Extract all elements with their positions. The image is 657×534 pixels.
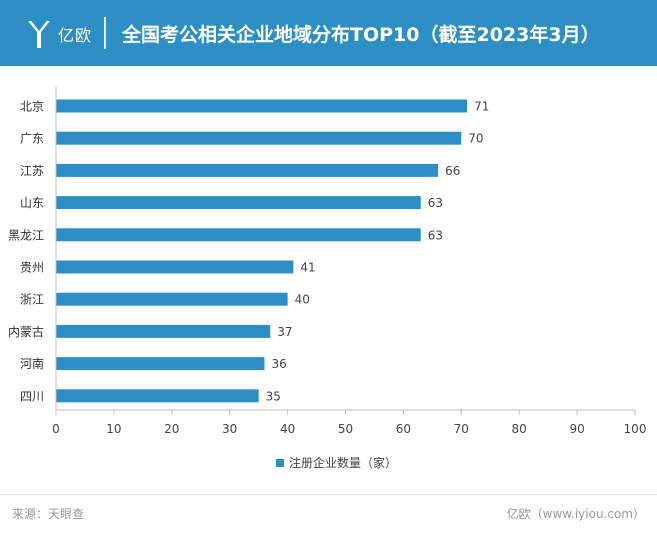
data-label: 71	[474, 100, 489, 114]
bar	[56, 292, 288, 306]
x-tick-label: 20	[164, 422, 179, 436]
data-label: 36	[271, 357, 286, 371]
category-label: 山东	[20, 196, 44, 210]
bar	[56, 260, 294, 274]
brand-logo[interactable]: 亿欧	[26, 17, 92, 51]
data-label: 70	[468, 132, 483, 146]
category-label: 河南	[20, 356, 44, 371]
site-credit: 亿欧（www.iyiou.com）	[506, 507, 645, 521]
bar	[56, 324, 271, 338]
x-tick-label: 80	[512, 422, 527, 436]
brand-name: 亿欧	[58, 26, 93, 45]
data-label: 66	[445, 164, 460, 178]
bars	[56, 99, 468, 403]
footer-divider	[0, 494, 657, 495]
x-axis: 0 10 20 30 40 50 60 70 80 90 100	[52, 86, 646, 436]
x-tick-label: 60	[396, 422, 411, 436]
data-label: 40	[295, 293, 310, 307]
x-tick-label: 50	[338, 422, 353, 436]
legend-swatch	[276, 459, 284, 467]
data-label: 63	[428, 196, 443, 210]
bar	[56, 163, 439, 177]
page-title: 全国考公相关企业地域分布TOP10（截至2023年3月）	[122, 24, 600, 46]
data-label: 63	[428, 228, 443, 242]
category-label: 广东	[20, 132, 44, 146]
data-label: 35	[266, 389, 281, 403]
bar	[56, 357, 265, 371]
bar	[56, 389, 259, 403]
x-tick-label: 40	[280, 422, 295, 436]
data-labels: 71 70 66 63 63 41 40 37 36 35	[266, 100, 490, 404]
x-tick-label: 70	[454, 422, 469, 436]
header-banner: 亿欧 全国考公相关企业地域分布TOP10（截至2023年3月）	[0, 0, 657, 66]
legend-label: 注册企业数量（家）	[289, 455, 397, 470]
legend: 注册企业数量（家）	[276, 455, 397, 470]
bar	[56, 196, 421, 210]
yiou-logo-icon	[28, 20, 50, 48]
bar	[56, 228, 421, 242]
x-tick-label: 90	[569, 422, 584, 436]
x-tick-label: 10	[106, 422, 121, 436]
category-label: 江苏	[20, 164, 44, 178]
category-label: 内蒙古	[8, 324, 44, 339]
category-label: 黑龙江	[8, 228, 44, 242]
x-tick-label: 0	[52, 422, 60, 436]
data-label: 41	[300, 261, 315, 275]
source-note: 来源：天眼查	[12, 507, 85, 521]
x-tick-label: 100	[624, 422, 647, 436]
header-divider	[104, 17, 106, 49]
data-label: 37	[277, 325, 292, 339]
bar	[56, 99, 468, 113]
category-label: 北京	[20, 100, 44, 114]
category-label: 四川	[20, 389, 44, 403]
category-label: 贵州	[20, 261, 44, 275]
x-tick-label: 30	[222, 422, 237, 436]
category-label: 浙江	[20, 293, 44, 307]
bar	[56, 131, 462, 145]
